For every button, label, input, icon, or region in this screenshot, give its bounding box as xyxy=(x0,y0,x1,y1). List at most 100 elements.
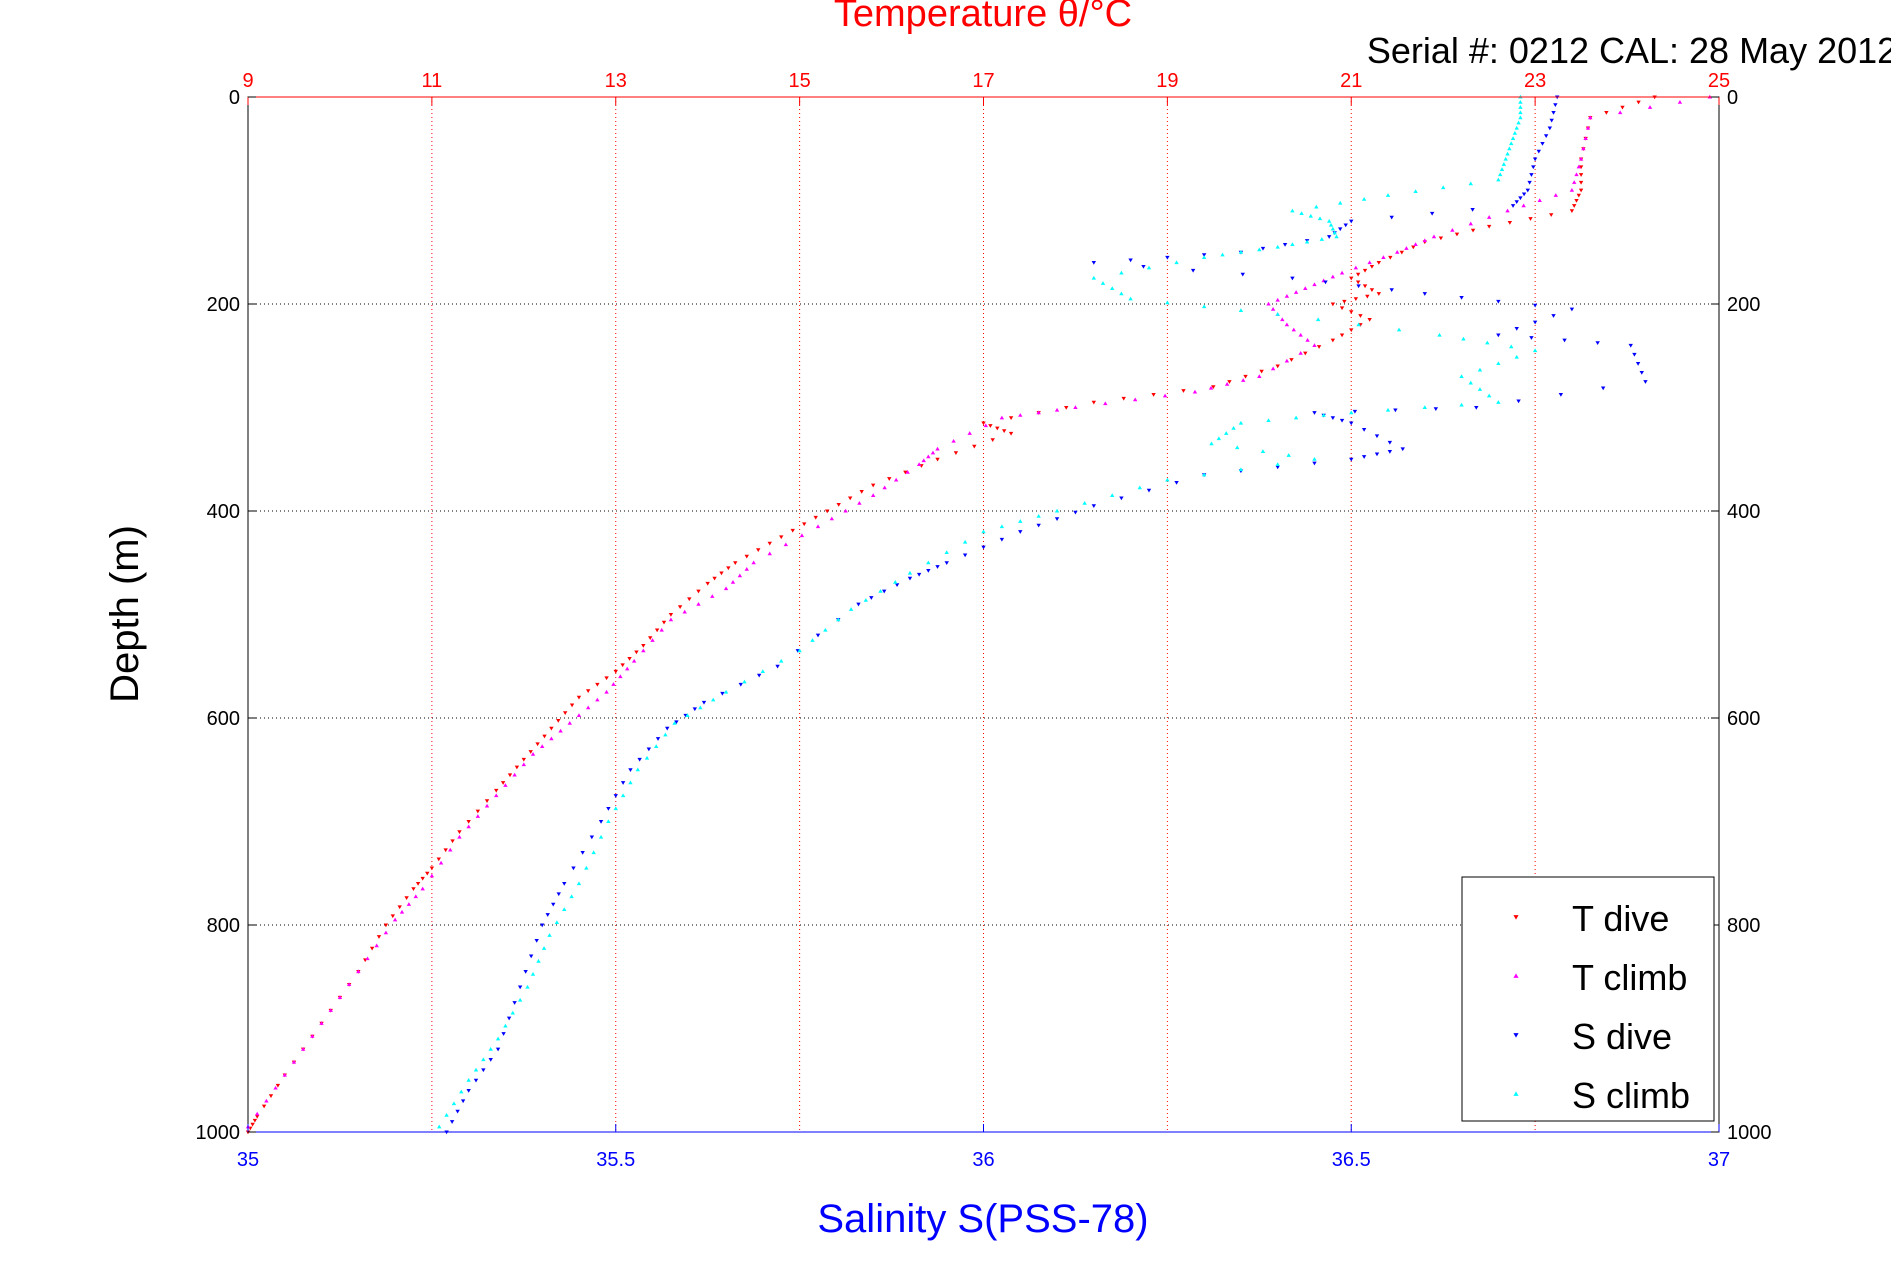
s-dive-marker xyxy=(1128,258,1133,263)
t-dive-marker xyxy=(613,669,618,674)
depth-tick-label-left: 0 xyxy=(229,87,240,109)
s-climb-marker xyxy=(530,971,536,976)
t-climb-marker xyxy=(829,516,835,521)
s-dive-marker xyxy=(882,589,887,594)
t-dive-marker xyxy=(1259,369,1264,374)
t-dive-marker xyxy=(1578,165,1584,170)
s-climb-marker xyxy=(1146,265,1152,270)
t-dive-marker xyxy=(415,882,421,886)
legend-marker-t-climb xyxy=(1513,973,1519,978)
s-dive-marker xyxy=(517,985,523,990)
chart-title: Temperature θ/°C xyxy=(834,0,1132,35)
salinity-tick-label: 36.5 xyxy=(1332,1149,1371,1171)
s-climb-marker xyxy=(1485,340,1490,345)
t-climb-marker xyxy=(926,454,931,459)
t-climb-marker xyxy=(1583,136,1588,140)
s-dive-marker xyxy=(1496,333,1501,338)
s-dive-marker xyxy=(523,970,528,974)
s-dive-marker xyxy=(1338,227,1343,232)
s-climb-marker xyxy=(1326,219,1332,223)
s-dive-marker xyxy=(674,720,679,725)
t-climb-marker xyxy=(921,458,926,463)
t-dive-marker xyxy=(411,887,416,891)
depth-tick-label-right: 200 xyxy=(1727,294,1760,316)
s-climb-marker xyxy=(1509,141,1514,146)
t-dive-marker xyxy=(397,905,402,910)
s-climb-marker xyxy=(628,780,633,785)
s-dive-marker xyxy=(571,866,576,871)
s-climb-marker xyxy=(663,732,668,737)
s-climb-marker xyxy=(584,865,589,870)
s-climb-marker xyxy=(562,907,567,912)
t-climb-marker xyxy=(1431,234,1437,239)
s-climb-marker xyxy=(1110,286,1115,291)
s-climb-marker xyxy=(893,579,898,584)
t-dive-marker xyxy=(813,515,818,520)
t-dive-marker xyxy=(648,636,653,640)
s-dive-marker xyxy=(1190,268,1196,273)
s-dive-marker xyxy=(1558,393,1564,397)
legend-marker-s-dive xyxy=(1513,1033,1519,1038)
t-climb-marker xyxy=(530,752,536,756)
t-climb-marker xyxy=(1284,322,1290,327)
t-dive-marker xyxy=(1620,105,1625,110)
s-dive-marker xyxy=(598,819,604,824)
s-climb-marker xyxy=(1497,172,1503,177)
s-climb-marker xyxy=(1174,260,1179,265)
s-dive-marker xyxy=(466,1089,471,1093)
t-climb-marker xyxy=(413,894,418,899)
s-dive-marker xyxy=(1474,405,1479,410)
s-climb-marker xyxy=(451,1101,457,1106)
t-climb-marker xyxy=(567,720,572,725)
s-dive-marker xyxy=(1275,465,1280,470)
s-climb-marker xyxy=(613,806,618,811)
t-climb-marker xyxy=(799,533,805,538)
t-dive-marker xyxy=(1349,276,1354,281)
t-dive-marker xyxy=(436,857,441,862)
t-climb-marker xyxy=(1339,270,1345,275)
s-climb-marker xyxy=(1396,327,1402,332)
s-climb-marker xyxy=(606,819,611,824)
t-dive-marker xyxy=(1289,358,1294,362)
s-climb-marker xyxy=(1461,336,1466,341)
s-dive-marker xyxy=(1628,343,1633,348)
s-dive-marker xyxy=(1529,336,1534,340)
legend-label-s-dive: S dive xyxy=(1572,1016,1672,1057)
t-climb-marker xyxy=(512,772,517,777)
s-dive-marker xyxy=(473,1078,479,1083)
s-dive-marker xyxy=(738,682,743,687)
s-climb-marker xyxy=(810,638,815,642)
depth-tick-label-right: 600 xyxy=(1727,708,1760,730)
s-dive-marker xyxy=(935,565,940,569)
t-dive-marker xyxy=(744,554,749,559)
s-dive-marker xyxy=(1433,407,1439,411)
s-dive-marker xyxy=(534,938,539,943)
s-dive-marker xyxy=(455,1109,460,1114)
t-climb-marker xyxy=(328,1008,333,1012)
s-climb-marker xyxy=(525,984,530,989)
s-climb-marker xyxy=(1119,270,1124,275)
s-climb-marker xyxy=(1266,418,1271,422)
s-dive-marker xyxy=(962,553,968,558)
s-dive-marker xyxy=(1532,157,1538,162)
t-dive-marker xyxy=(847,496,853,501)
t-dive-marker xyxy=(500,781,506,785)
t-dive-marker xyxy=(1376,292,1382,296)
legend-marker-t-dive xyxy=(1513,915,1519,920)
temperature-tick-label: 21 xyxy=(1340,70,1362,92)
t-climb-marker xyxy=(282,1072,287,1077)
s-climb-marker xyxy=(1260,449,1266,454)
s-dive-marker xyxy=(1312,411,1317,415)
t-climb-marker xyxy=(1569,187,1575,192)
t-dive-marker xyxy=(677,605,683,609)
s-dive-marker xyxy=(1018,530,1023,534)
s-dive-marker xyxy=(1532,320,1538,325)
s-dive-marker xyxy=(1323,280,1328,285)
s-dive-marker xyxy=(637,757,642,762)
s-climb-marker xyxy=(1275,244,1280,249)
depth-tick-label-left: 400 xyxy=(207,501,240,523)
s-dive-marker xyxy=(1361,455,1367,459)
t-climb-marker xyxy=(1103,401,1108,406)
grid xyxy=(248,97,1719,1132)
t-dive-marker xyxy=(369,946,375,951)
